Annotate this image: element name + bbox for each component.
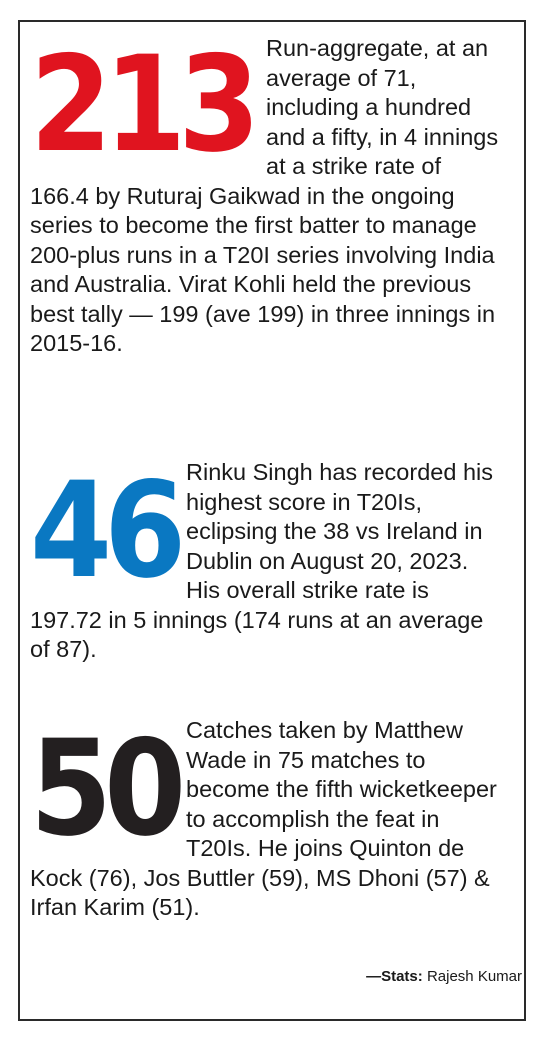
stats-box <box>18 20 526 1021</box>
stat-description: Run-aggregate, at an average of 71, incl… <box>30 35 499 356</box>
stats-credit: —Stats: Rajesh Kumar <box>366 968 522 985</box>
stat-description: Rinku Singh has recorded his highest sco… <box>30 459 493 662</box>
stat-number: 213 <box>30 26 260 182</box>
credit-name: Rajesh Kumar <box>426 968 522 985</box>
stat-number: 46 <box>30 452 186 608</box>
stat-run-aggregate: 213 Run-aggregate, at an average of 71, … <box>30 34 500 359</box>
stat-rinku-singh: 46 Rinku Singh has recorded his highest … <box>30 458 500 665</box>
stat-description: Catches taken by Matthew Wade in 75 matc… <box>30 717 497 920</box>
stat-number: 50 <box>30 710 186 866</box>
credit-label: —Stats: <box>366 968 423 985</box>
stat-matthew-wade: 50 Catches taken by Matthew Wade in 75 m… <box>30 716 500 923</box>
